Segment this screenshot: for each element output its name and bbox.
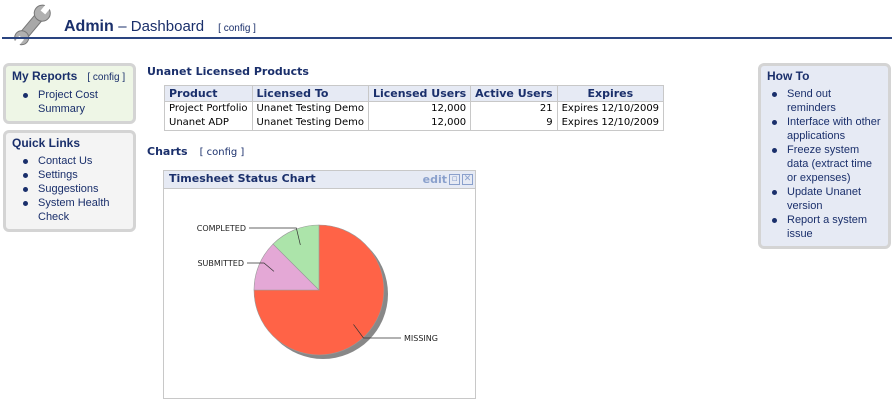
panel-title: Timesheet Status Chart (169, 172, 316, 185)
cell: Project Portfolio (164, 101, 253, 116)
how-to-link[interactable]: Send out reminders (771, 87, 882, 115)
table-row: Project Portfolio Unanet Testing Demo 12,0… (164, 101, 665, 116)
how-to-title: How To (767, 69, 810, 83)
cell: Unanet ADP (164, 116, 253, 131)
timesheet-chart-panel: Timesheet Status Chart edit ▫ ✕ MISSING SUB… (163, 170, 476, 399)
maximize-icon[interactable]: ▫ (449, 174, 460, 185)
licensed-products-title: Unanet Licensed Products (147, 65, 309, 78)
pie-slice-missing (253, 224, 385, 356)
close-icon[interactable]: ✕ (462, 174, 473, 185)
charts-config-link[interactable]: [ config ] (199, 147, 245, 158)
how-to-link[interactable]: Report a system issue (771, 213, 882, 241)
wrench-logo-icon (14, 4, 51, 46)
quick-link-settings[interactable]: Settings (22, 168, 127, 182)
table-row: Unanet ADP Unanet Testing Demo 12,000 9 Expi… (164, 116, 665, 131)
header-config-link[interactable]: [ config ] (218, 23, 256, 34)
how-to-box: How To Send out reminders Interface with… (758, 63, 891, 249)
how-to-link[interactable]: Update Unanet version (771, 185, 882, 213)
column-header: Licensed Users (367, 85, 472, 102)
panel-header: Timesheet Status Chart edit ▫ ✕ (164, 171, 475, 189)
my-reports-config-link[interactable]: [ config ] (87, 72, 126, 83)
column-header: Active Users (470, 85, 558, 102)
how-to-link[interactable]: Interface with other applications (771, 115, 882, 143)
pie-chart: MISSING SUBMITTED COMPLETED (197, 224, 438, 359)
leader-line (247, 262, 275, 272)
cell: Unanet Testing Demo (251, 116, 369, 131)
cell: 21 (470, 101, 558, 116)
cell: 12,000 (367, 116, 472, 131)
header-divider (2, 37, 892, 39)
column-header: Product (164, 85, 253, 102)
slice-label-submitted: SUBMITTED (197, 259, 244, 268)
column-header: Expires (556, 85, 665, 102)
cell: Expires 12/10/2009 (556, 116, 665, 131)
my-reports-title: My Reports (12, 69, 78, 83)
quick-link-suggestions[interactable]: Suggestions (22, 182, 127, 196)
quick-link-contact-us[interactable]: Contact Us (22, 154, 127, 168)
cell: 12,000 (367, 101, 472, 116)
my-reports-box: My Reports [ config ] Project Cost Summar… (3, 63, 136, 124)
report-link[interactable]: Project Cost Summary (22, 88, 127, 116)
licensed-products-table: Product Licensed To Licensed Users Activ… (164, 85, 665, 131)
leader-line (249, 227, 301, 246)
leader-line (353, 324, 401, 339)
cell: Expires 12/10/2009 (556, 101, 665, 116)
column-header: Licensed To (251, 85, 369, 102)
edit-link[interactable]: edit (422, 173, 447, 186)
how-to-link[interactable]: Freeze system data (extract time or expe… (771, 143, 882, 185)
page-title: Admin – Dashboard[ config ] (64, 18, 256, 35)
slice-label-completed: COMPLETED (197, 224, 246, 233)
quick-links-box: Quick Links Contact Us Settings Suggesti… (3, 130, 136, 232)
cell: Unanet Testing Demo (251, 101, 369, 116)
cell: 9 (470, 116, 558, 131)
table-header-row: Product Licensed To Licensed Users Activ… (164, 85, 665, 102)
quick-link-system-health[interactable]: System Health Check (22, 196, 127, 224)
left-sidebar: My Reports [ config ] Project Cost Summar… (3, 63, 136, 232)
charts-title: Charts[ config ] (147, 145, 245, 158)
quick-links-title: Quick Links (12, 136, 81, 150)
slice-label-missing: MISSING (404, 334, 438, 343)
pie-slice-completed (272, 224, 320, 291)
